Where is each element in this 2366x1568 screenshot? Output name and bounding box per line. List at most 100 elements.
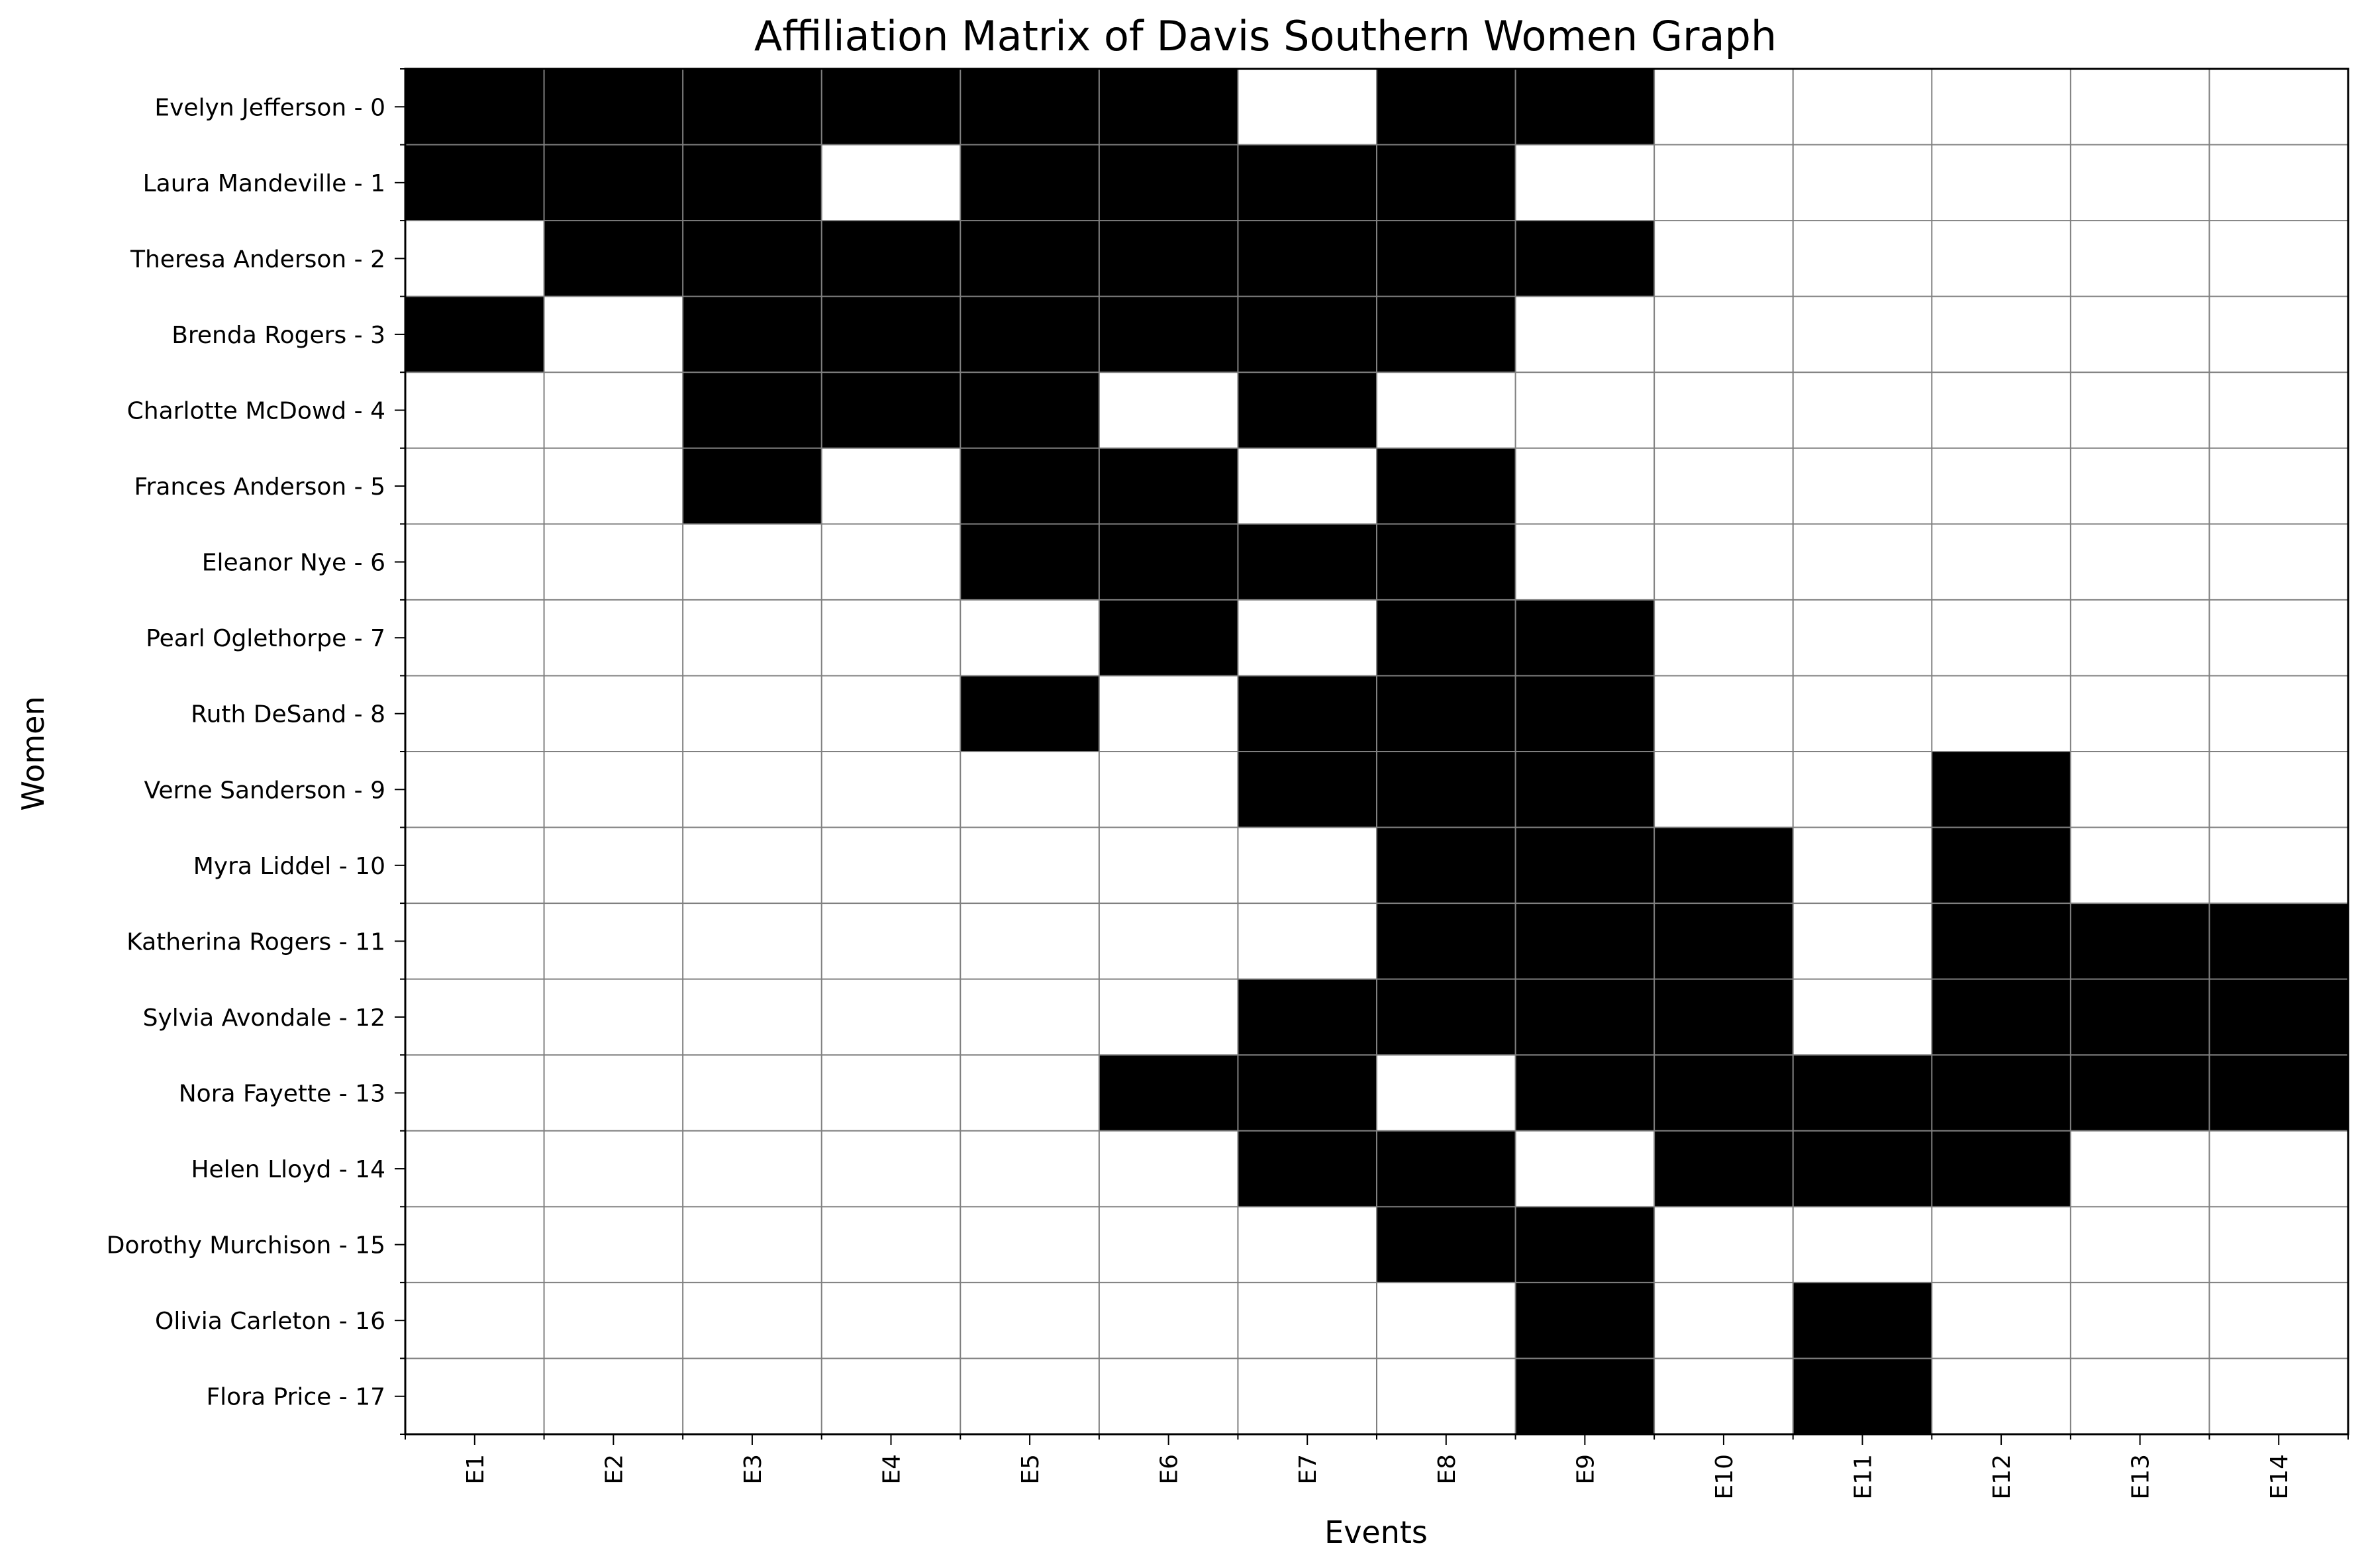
matrix-cell-15-3 xyxy=(821,1206,961,1283)
matrix-cell-5-5 xyxy=(1099,448,1238,524)
matrix-cell-8-2 xyxy=(683,675,822,752)
matrix-cell-0-9 xyxy=(1654,69,1793,145)
matrix-cell-8-12 xyxy=(2070,675,2210,752)
matrix-cell-11-7 xyxy=(1377,903,1516,979)
matrix-cell-8-3 xyxy=(821,675,961,752)
matrix-cell-15-5 xyxy=(1099,1206,1238,1283)
matrix-cell-14-13 xyxy=(2209,1130,2348,1207)
y-tick-label: Eleanor Nye - 6 xyxy=(202,550,385,577)
matrix-cell-9-8 xyxy=(1515,752,1655,828)
matrix-cell-2-0 xyxy=(405,220,544,297)
matrix-cell-4-4 xyxy=(960,372,1099,448)
matrix-cell-7-6 xyxy=(1238,599,1377,676)
matrix-cell-0-12 xyxy=(2070,69,2210,145)
matrix-cell-14-7 xyxy=(1377,1130,1516,1207)
matrix-cell-5-7 xyxy=(1377,448,1516,524)
matrix-cell-2-3 xyxy=(821,220,961,297)
y-axis-label: Women xyxy=(15,696,51,810)
matrix-cell-3-5 xyxy=(1099,296,1238,373)
matrix-cell-16-10 xyxy=(1793,1282,1932,1359)
y-tick-label: Olivia Carleton - 16 xyxy=(155,1308,385,1335)
matrix-cell-3-13 xyxy=(2209,296,2348,373)
matrix-cell-14-6 xyxy=(1238,1130,1377,1207)
matrix-cell-6-0 xyxy=(405,524,544,600)
matrix-cell-17-13 xyxy=(2209,1358,2348,1434)
matrix-cell-9-7 xyxy=(1377,752,1516,828)
matrix-cell-6-11 xyxy=(1932,524,2071,600)
matrix-cell-2-1 xyxy=(544,220,683,297)
matrix-cell-17-5 xyxy=(1099,1358,1238,1434)
matrix-cell-17-4 xyxy=(960,1358,1099,1434)
matrix-cell-6-12 xyxy=(2070,524,2210,600)
matrix-cell-13-0 xyxy=(405,1055,544,1131)
matrix-cell-12-6 xyxy=(1238,979,1377,1055)
matrix-cell-15-0 xyxy=(405,1206,544,1283)
matrix-cell-4-3 xyxy=(821,372,961,448)
matrix-cell-1-10 xyxy=(1793,144,1932,221)
matrix-cell-12-10 xyxy=(1793,979,1932,1055)
matrix-cell-11-4 xyxy=(960,903,1099,979)
matrix-cell-11-0 xyxy=(405,903,544,979)
matrix-cell-5-13 xyxy=(2209,448,2348,524)
matrix-cell-11-11 xyxy=(1932,903,2071,979)
matrix-cell-16-8 xyxy=(1515,1282,1655,1359)
matrix-cell-17-2 xyxy=(683,1358,822,1434)
matrix-cell-14-9 xyxy=(1654,1130,1793,1207)
matrix-cell-10-7 xyxy=(1377,827,1516,904)
matrix-cell-15-12 xyxy=(2070,1206,2210,1283)
y-tick-label: Flora Price - 17 xyxy=(206,1384,385,1411)
matrix-cell-4-8 xyxy=(1515,372,1655,448)
x-tick-label: E12 xyxy=(1989,1454,2016,1500)
matrix-cell-11-3 xyxy=(821,903,961,979)
y-tick-label: Helen Lloyd - 14 xyxy=(191,1156,385,1183)
matrix-cell-13-5 xyxy=(1099,1055,1238,1131)
matrix-cell-12-4 xyxy=(960,979,1099,1055)
matrix-cell-6-4 xyxy=(960,524,1099,600)
matrix-cell-12-12 xyxy=(2070,979,2210,1055)
matrix-cell-8-10 xyxy=(1793,675,1932,752)
matrix-cell-17-11 xyxy=(1932,1358,2071,1434)
matrix-cell-12-7 xyxy=(1377,979,1516,1055)
matrix-cell-9-12 xyxy=(2070,752,2210,828)
y-tick-label: Evelyn Jefferson - 0 xyxy=(154,94,385,121)
matrix-cell-13-10 xyxy=(1793,1055,1932,1131)
matrix-cell-9-0 xyxy=(405,752,544,828)
matrix-cell-12-3 xyxy=(821,979,961,1055)
matrix-cell-12-5 xyxy=(1099,979,1238,1055)
matrix-cell-2-4 xyxy=(960,220,1099,297)
matrix-cell-4-0 xyxy=(405,372,544,448)
x-tick-label: E6 xyxy=(1156,1454,1183,1485)
matrix-cell-14-3 xyxy=(821,1130,961,1207)
matrix-cell-13-9 xyxy=(1654,1055,1793,1131)
matrix-cell-1-5 xyxy=(1099,144,1238,221)
matrix-cell-7-2 xyxy=(683,599,822,676)
matrix-cell-6-9 xyxy=(1654,524,1793,600)
matrix-cell-16-12 xyxy=(2070,1282,2210,1359)
matrix-cell-17-8 xyxy=(1515,1358,1655,1434)
x-tick-label: E3 xyxy=(740,1454,767,1485)
y-tick-label: Brenda Rogers - 3 xyxy=(172,322,385,349)
matrix-cell-8-11 xyxy=(1932,675,2071,752)
matrix-cell-14-0 xyxy=(405,1130,544,1207)
matrix-cell-17-1 xyxy=(544,1358,683,1434)
matrix-cell-5-11 xyxy=(1932,448,2071,524)
matrix-cell-7-4 xyxy=(960,599,1099,676)
matrix-cell-13-12 xyxy=(2070,1055,2210,1131)
matrix-cell-0-1 xyxy=(544,69,683,145)
matrix-cell-3-4 xyxy=(960,296,1099,373)
matrix-cell-15-6 xyxy=(1238,1206,1377,1283)
matrix-cell-9-2 xyxy=(683,752,822,828)
matrix-cell-1-3 xyxy=(821,144,961,221)
matrix-cell-7-0 xyxy=(405,599,544,676)
matrix-cell-10-13 xyxy=(2209,827,2348,904)
matrix-cell-5-10 xyxy=(1793,448,1932,524)
matrix-cell-5-6 xyxy=(1238,448,1377,524)
matrix-cell-13-4 xyxy=(960,1055,1099,1131)
y-tick-label: Theresa Anderson - 2 xyxy=(130,246,385,273)
matrix-cell-16-0 xyxy=(405,1282,544,1359)
matrix-cell-6-13 xyxy=(2209,524,2348,600)
matrix-cell-0-0 xyxy=(405,69,544,145)
matrix-cell-14-12 xyxy=(2070,1130,2210,1207)
matrix-cell-3-9 xyxy=(1654,296,1793,373)
